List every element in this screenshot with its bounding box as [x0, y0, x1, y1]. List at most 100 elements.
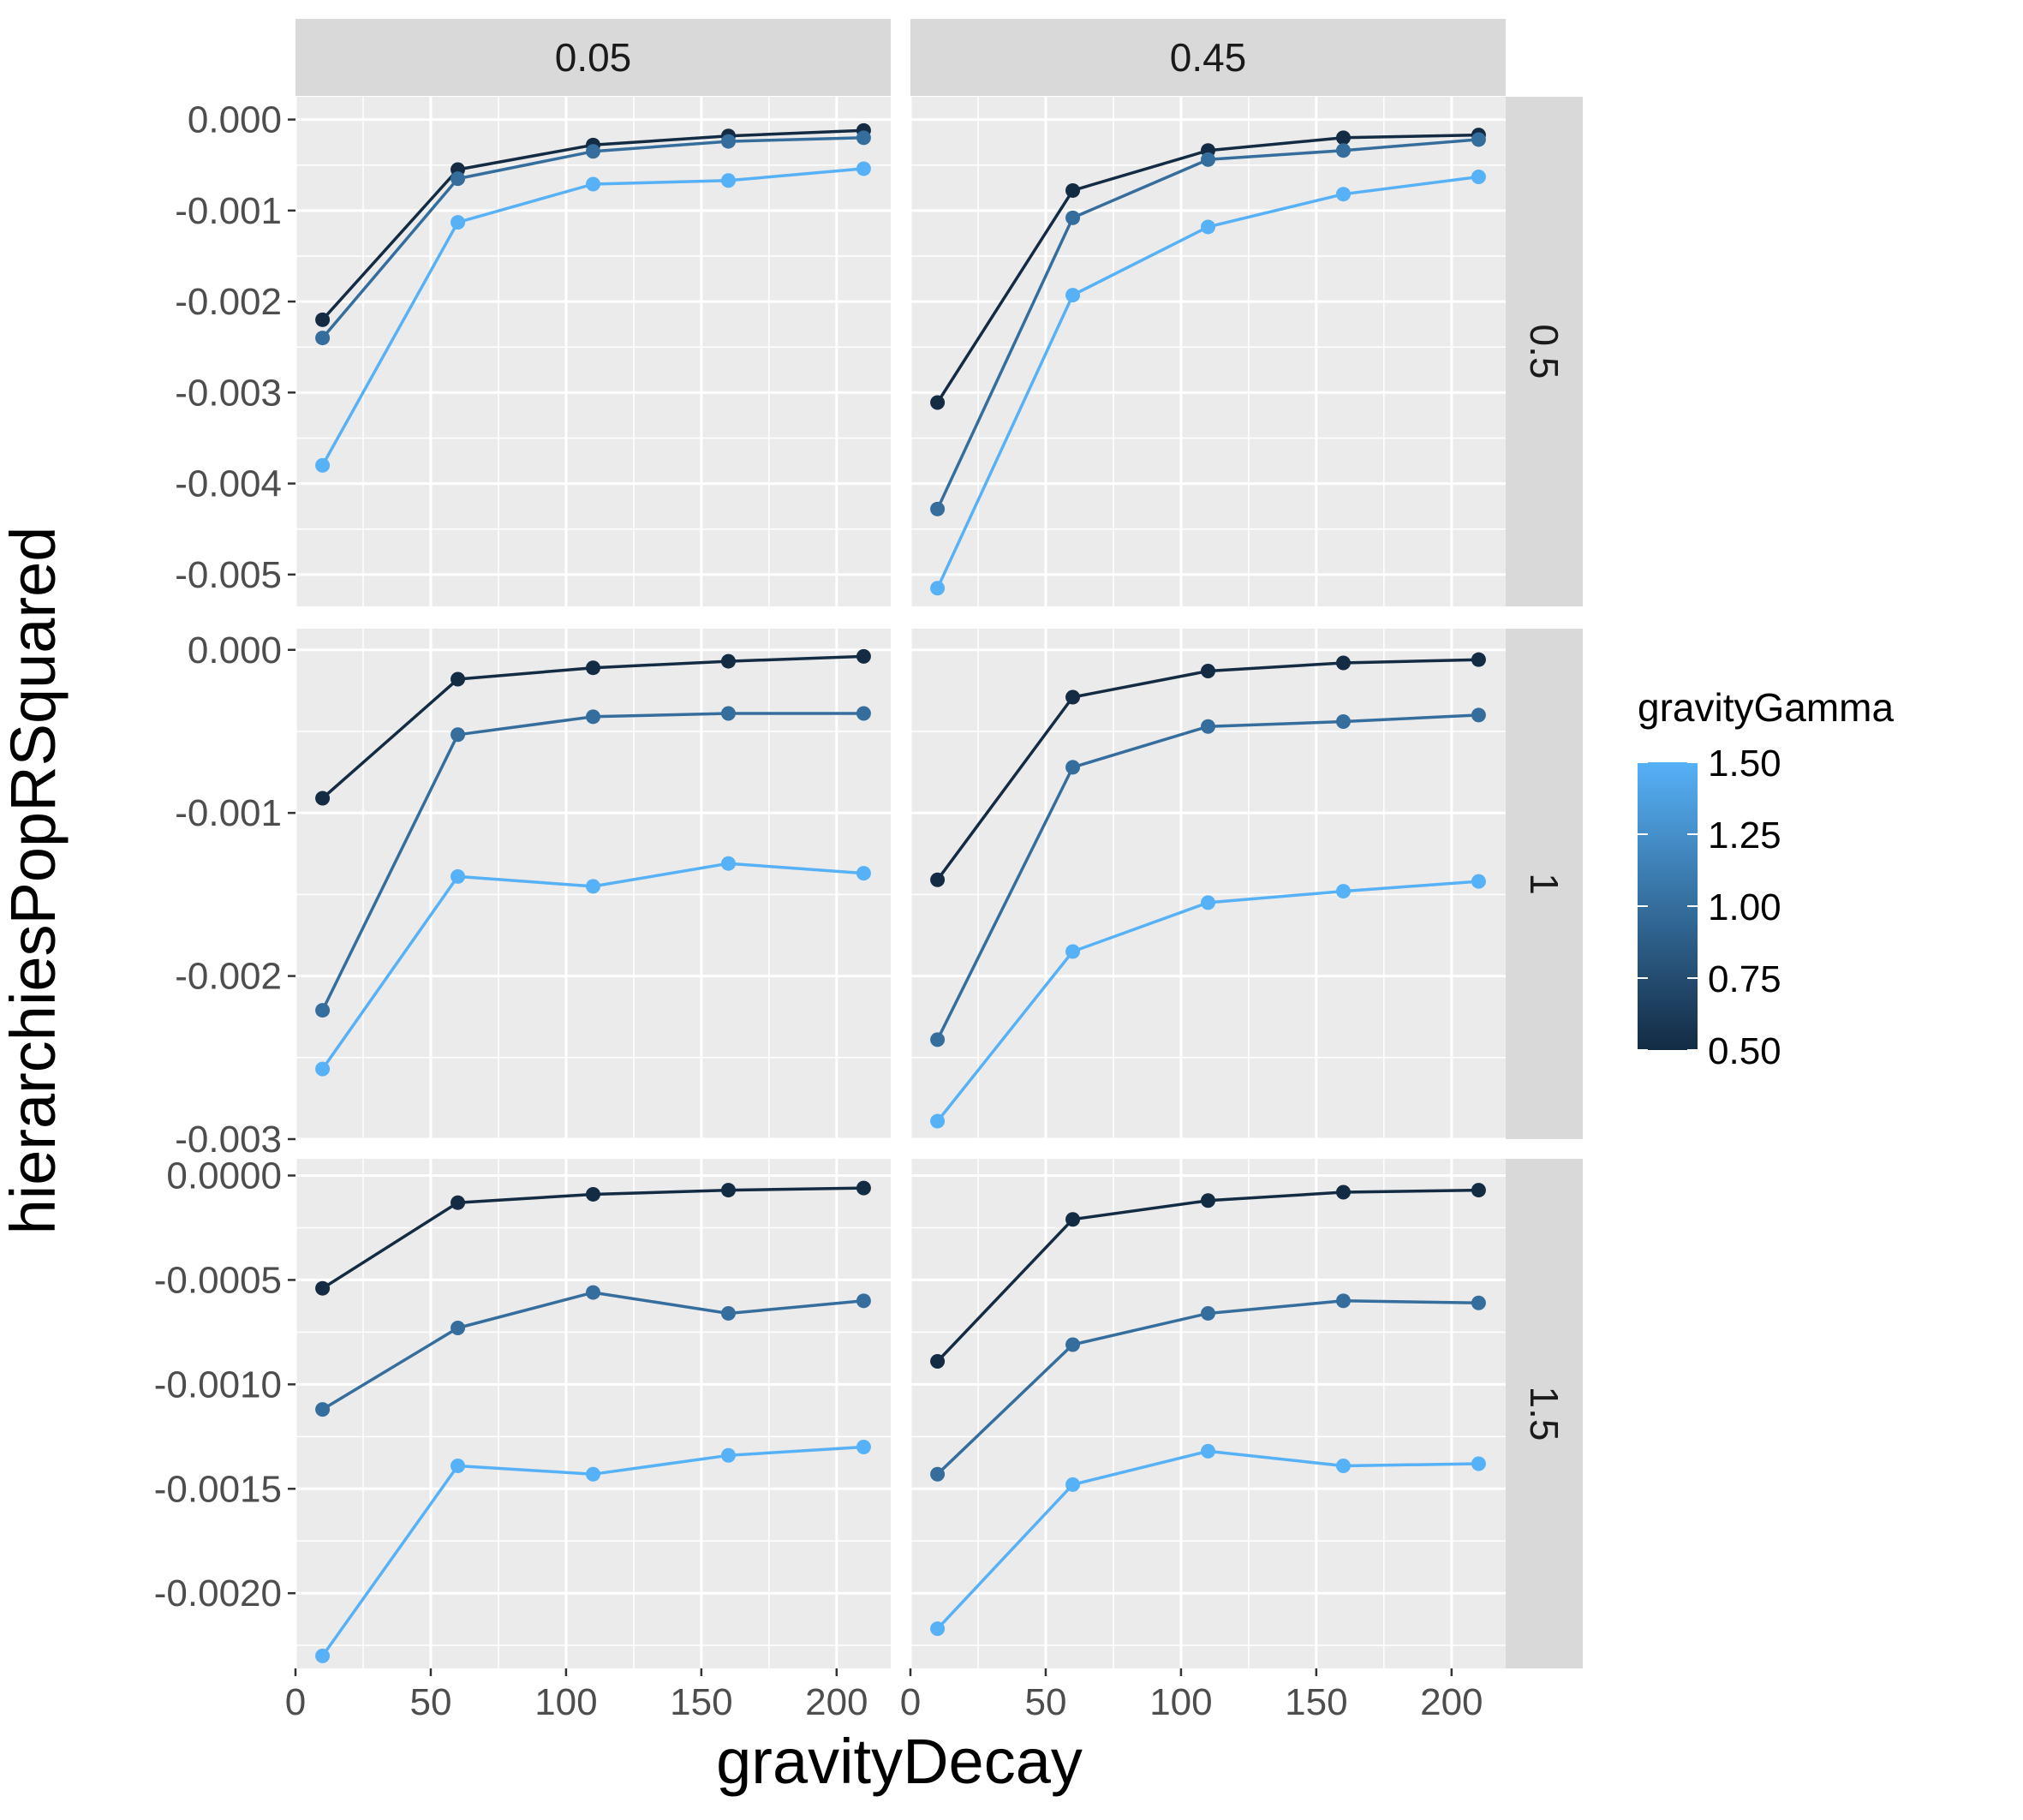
column-strip-background	[910, 19, 1506, 96]
y-tick-label: -0.0010	[154, 1364, 282, 1405]
data-point	[1471, 1295, 1486, 1310]
data-point	[930, 395, 946, 410]
panel-background	[910, 97, 1506, 606]
data-point	[856, 130, 871, 146]
x-tick-label: 50	[1024, 1681, 1066, 1723]
data-point	[1335, 1293, 1351, 1309]
panel-r3-c1	[294, 1159, 891, 1668]
data-point	[1471, 170, 1486, 184]
data-point	[315, 1061, 331, 1077]
data-point	[586, 709, 600, 725]
data-point	[930, 501, 946, 516]
data-point	[930, 872, 946, 887]
column-strip: 0.45	[910, 19, 1506, 96]
data-point	[1065, 760, 1081, 775]
y-tick-label: -0.002	[175, 956, 282, 998]
data-point	[451, 215, 466, 230]
data-point	[1201, 719, 1215, 734]
legend-tick-label: 1.50	[1708, 743, 1781, 785]
data-point	[586, 144, 600, 159]
data-point	[451, 1195, 466, 1210]
y-tick-label: -0.003	[175, 1119, 282, 1161]
x-tick-label: 200	[1420, 1681, 1483, 1723]
data-point	[1201, 895, 1215, 910]
data-point	[315, 1280, 331, 1296]
panels-layer	[294, 97, 1506, 1668]
data-point	[451, 727, 466, 743]
legend-tick-label: 1.25	[1708, 815, 1781, 856]
panel-r2-c1	[294, 629, 891, 1141]
panel-r3-c2	[909, 1159, 1506, 1668]
data-point	[1471, 132, 1486, 147]
data-point	[315, 457, 331, 473]
data-point	[1201, 664, 1215, 679]
data-point	[1335, 130, 1351, 146]
data-point	[720, 706, 736, 721]
data-point	[1201, 1443, 1215, 1459]
strips-layer: 0.5 1 1.5 0.05 0.45	[295, 19, 1583, 1668]
row-strip-background	[1506, 1159, 1583, 1668]
x-tick-label: 150	[670, 1681, 732, 1723]
row-strip: 0.5	[1506, 97, 1583, 606]
data-point	[1471, 652, 1486, 667]
column-strip-label: 0.05	[555, 35, 632, 80]
y-tick-label: 0.000	[188, 99, 282, 141]
data-point	[1065, 182, 1081, 198]
panel-r1-c2	[909, 97, 1506, 606]
legend-tick-label: 1.00	[1708, 886, 1781, 928]
data-point	[451, 1321, 466, 1336]
legend-ticks: 0.50 0.75 1.00 1.25 1.50	[1638, 743, 1781, 1072]
data-point	[1471, 1183, 1486, 1198]
panel-r2-c2	[909, 629, 1506, 1141]
data-point	[315, 331, 331, 346]
y-tick-label: -0.001	[175, 792, 282, 834]
data-point	[1471, 1456, 1486, 1471]
data-point	[1201, 152, 1215, 167]
data-point	[930, 1032, 946, 1047]
data-point	[1335, 143, 1351, 158]
data-point	[930, 1113, 946, 1129]
row-strip: 1	[1506, 629, 1583, 1139]
data-point	[856, 1293, 871, 1309]
legend-tick-label: 0.75	[1708, 958, 1781, 1000]
y-tick-label: -0.0020	[154, 1572, 282, 1614]
data-point	[720, 134, 736, 149]
legend: gravityGamma 0.50 0.75 1.00 1.25 1.50	[1638, 685, 1894, 1072]
data-point	[1335, 187, 1351, 202]
y-tick-label: -0.001	[175, 190, 282, 232]
data-point	[720, 1447, 736, 1463]
column-strip-background	[295, 19, 891, 96]
data-point	[1335, 714, 1351, 730]
y-tick-label: 0.0000	[166, 1155, 282, 1197]
data-point	[856, 866, 871, 881]
data-point	[315, 1648, 331, 1663]
row-strip-label: 0.5	[1522, 325, 1566, 379]
y-axis-title: hierarchiesPopRSquared	[0, 527, 69, 1235]
legend-tick-label: 0.50	[1708, 1030, 1781, 1072]
data-point	[451, 171, 466, 187]
data-point	[315, 1402, 331, 1417]
x-tick-label: 150	[1285, 1681, 1347, 1723]
column-strip: 0.05	[295, 19, 891, 96]
x-tick-label: 100	[1149, 1681, 1212, 1723]
data-point	[586, 1466, 600, 1482]
x-tick-label: 50	[409, 1681, 451, 1723]
data-point	[1201, 219, 1215, 235]
x-axis-title: gravityDecay	[716, 1726, 1083, 1797]
data-point	[720, 1183, 736, 1198]
data-point	[930, 1466, 946, 1482]
y-tick-label: -0.0015	[154, 1468, 282, 1510]
data-point	[856, 1180, 871, 1196]
data-point	[720, 856, 736, 871]
data-point	[1065, 689, 1081, 705]
data-point	[1201, 1193, 1215, 1208]
y-tick-label: 0.000	[188, 630, 282, 671]
data-point	[586, 1186, 600, 1202]
data-point	[451, 671, 466, 687]
data-point	[930, 1354, 946, 1369]
data-point	[1201, 1305, 1215, 1321]
y-tick-label: -0.0005	[154, 1259, 282, 1301]
data-point	[720, 653, 736, 669]
data-point	[720, 173, 736, 188]
